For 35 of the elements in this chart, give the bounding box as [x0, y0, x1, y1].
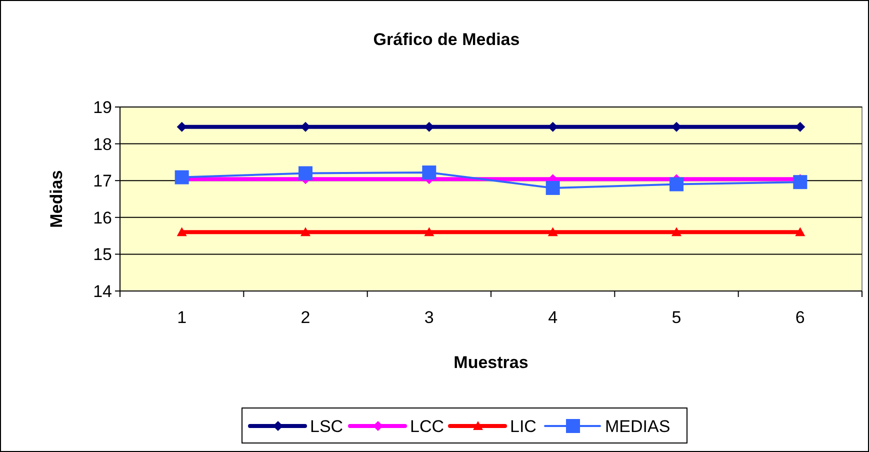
point: [546, 180, 560, 195]
point: [422, 166, 436, 180]
legend-label: LCC: [410, 416, 444, 436]
point: [672, 122, 682, 132]
x-tick-label: 6: [795, 308, 805, 327]
point: [670, 177, 684, 192]
x-tick-label: 5: [672, 308, 682, 327]
point: [424, 227, 434, 236]
point: [176, 227, 187, 236]
y-tick-label: 14: [93, 282, 112, 301]
point: [298, 166, 312, 180]
x-tick-label: 2: [300, 308, 310, 327]
point: [300, 227, 310, 236]
chart-title: Gráfico de Medias: [373, 30, 520, 49]
y-tick-label: 17: [93, 172, 112, 191]
point: [174, 170, 189, 184]
y-axis-title: Medias: [47, 170, 66, 228]
point: [300, 122, 310, 132]
x-axis-title: Muestras: [454, 353, 528, 372]
point: [672, 227, 682, 236]
legend-label: MEDIAS: [605, 416, 670, 436]
y-tick-label: 19: [93, 98, 112, 117]
point: [795, 122, 806, 132]
x-tick-label: 4: [548, 308, 558, 327]
point: [795, 227, 806, 236]
legend-label: LIC: [510, 416, 536, 436]
point: [793, 175, 808, 190]
y-tick-label: 18: [93, 134, 112, 154]
y-tick-label: 16: [93, 208, 112, 228]
point: [548, 227, 558, 236]
legend-label: LSC: [310, 416, 344, 436]
point: [176, 122, 187, 132]
x-tick-label: 3: [424, 308, 434, 327]
x-tick-label: 1: [177, 308, 187, 327]
y-tick-label: 15: [93, 245, 112, 264]
